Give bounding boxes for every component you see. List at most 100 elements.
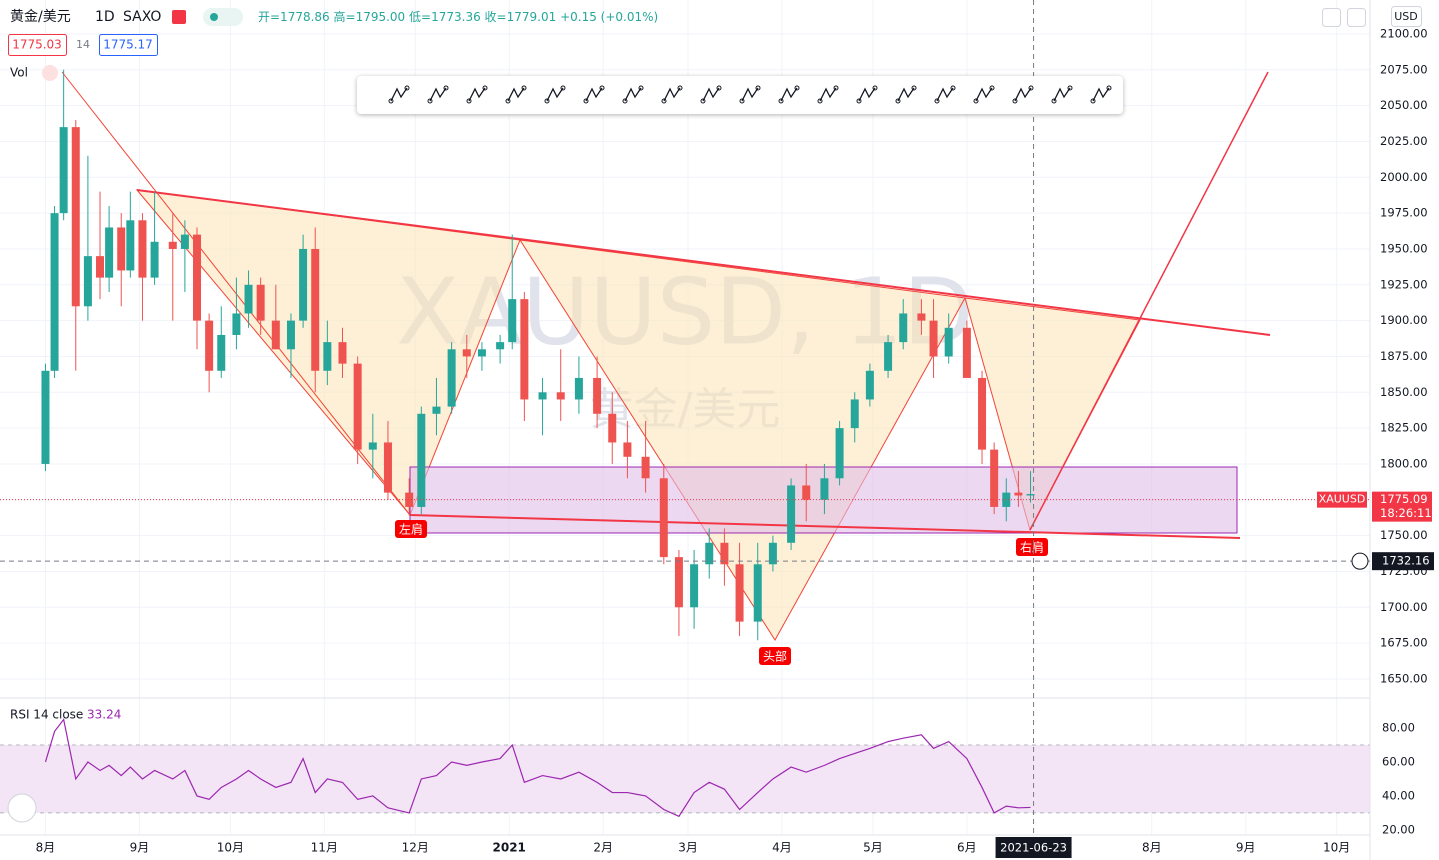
tool-icon bbox=[1012, 85, 1033, 104]
candle-body bbox=[496, 342, 505, 350]
tool-button[interactable] bbox=[613, 76, 652, 114]
label-bg bbox=[759, 647, 791, 665]
x-tick-label: 3月 bbox=[678, 841, 698, 855]
tool-button[interactable] bbox=[964, 76, 1003, 114]
tool-button[interactable] bbox=[691, 76, 730, 114]
rsi-value: 33.24 bbox=[87, 708, 121, 722]
lower-line bbox=[409, 514, 1241, 539]
tool-button[interactable] bbox=[730, 76, 769, 114]
candle-body bbox=[126, 220, 135, 271]
tool-button[interactable] bbox=[808, 76, 847, 114]
tool-icon bbox=[895, 85, 916, 104]
candle-body bbox=[574, 377, 583, 400]
tool-button[interactable] bbox=[574, 76, 613, 114]
y-tick-label: 1675.00 bbox=[1380, 636, 1428, 650]
x-tick-label: 10月 bbox=[1323, 841, 1350, 855]
candle-body bbox=[105, 227, 114, 278]
y-tick-label: 1875.00 bbox=[1380, 349, 1428, 363]
tool-icon bbox=[544, 85, 565, 104]
toolbar-grip[interactable] bbox=[357, 76, 379, 114]
candle-body bbox=[556, 392, 565, 400]
rsi-title: RSI 14 close bbox=[10, 708, 83, 722]
header: 黄金/美元 1D SAXO 开=1778.86 高=1795.00 低=1773… bbox=[8, 6, 1422, 81]
candle-body bbox=[59, 127, 68, 214]
candle-body bbox=[150, 241, 159, 278]
tool-button[interactable] bbox=[1042, 76, 1081, 114]
tool-button[interactable] bbox=[1081, 76, 1120, 114]
candle-body bbox=[205, 320, 214, 371]
neckline bbox=[136, 189, 1271, 336]
tool-button[interactable] bbox=[1003, 76, 1042, 114]
refresh-btn[interactable] bbox=[1347, 8, 1366, 27]
tool-icon bbox=[856, 85, 877, 104]
candle-body bbox=[850, 399, 859, 429]
candle-body bbox=[1002, 492, 1011, 507]
y-tick-label: 1650.00 bbox=[1380, 671, 1428, 685]
candle-body bbox=[338, 342, 347, 364]
x-tick-label: 5月 bbox=[863, 841, 883, 855]
status-pill bbox=[203, 8, 243, 26]
candle-body bbox=[271, 320, 280, 350]
candle-body bbox=[962, 327, 971, 378]
price-tag: 1775.09 bbox=[1380, 492, 1428, 506]
x-tick-label: 4月 bbox=[772, 841, 792, 855]
x-tick-label: 11月 bbox=[311, 841, 338, 855]
flag[interactable] bbox=[172, 10, 186, 24]
tool-button[interactable] bbox=[886, 76, 925, 114]
tool-icon bbox=[622, 85, 643, 104]
candle-body bbox=[990, 449, 999, 507]
label-bg bbox=[395, 520, 427, 538]
tool-icon bbox=[466, 85, 487, 104]
candle-body bbox=[659, 478, 668, 558]
candle-body bbox=[705, 542, 714, 565]
y-tick-label: 1850.00 bbox=[1380, 385, 1428, 399]
tool-button[interactable] bbox=[925, 76, 964, 114]
ohlc: 开=1778.86 高=1795.00 低=1773.36 收=1779.01 … bbox=[258, 9, 658, 24]
y-tick-label: 2075.00 bbox=[1380, 62, 1428, 76]
interval: 1D bbox=[95, 9, 115, 25]
add-button[interactable] bbox=[1351, 552, 1369, 570]
tool-button[interactable] bbox=[379, 76, 418, 114]
ohlc-low: 低=1773.36 bbox=[409, 10, 481, 24]
tool-icon bbox=[934, 85, 955, 104]
candle-body bbox=[865, 370, 874, 400]
tool-icon bbox=[1051, 85, 1072, 104]
tool-button[interactable] bbox=[769, 76, 808, 114]
ohlc-high: 高=1795.00 bbox=[334, 9, 406, 24]
tool-icon bbox=[583, 85, 604, 104]
alert-icon[interactable] bbox=[42, 65, 58, 81]
rsi-line bbox=[44, 718, 1031, 818]
symbol-tag: XAUUSD bbox=[1319, 493, 1366, 506]
tool-button[interactable] bbox=[847, 76, 886, 114]
tool-icon bbox=[739, 85, 760, 104]
bid-box bbox=[8, 34, 67, 56]
crosshair-date-bg bbox=[995, 837, 1072, 858]
price-tag-bg bbox=[1372, 491, 1432, 522]
candle-body bbox=[256, 284, 265, 321]
y-tick-label: 1700.00 bbox=[1380, 600, 1428, 614]
tool-button[interactable] bbox=[652, 76, 691, 114]
tool-button[interactable] bbox=[535, 76, 574, 114]
candle-body bbox=[50, 213, 59, 371]
tool-button[interactable] bbox=[418, 76, 457, 114]
candle-body bbox=[720, 542, 729, 565]
y-tick-label: 1750.00 bbox=[1380, 528, 1428, 542]
currency-box[interactable] bbox=[1391, 6, 1422, 27]
candle-body bbox=[41, 370, 50, 464]
tool-button[interactable] bbox=[496, 76, 535, 114]
tool-icon bbox=[778, 85, 799, 104]
candle-body bbox=[462, 349, 471, 357]
candle-body bbox=[417, 413, 426, 507]
rsi-icon[interactable] bbox=[7, 793, 37, 823]
tool-button[interactable] bbox=[457, 76, 496, 114]
candle-body bbox=[690, 564, 699, 608]
download-btn[interactable] bbox=[1322, 8, 1341, 27]
tool-icon bbox=[973, 85, 994, 104]
candle-body bbox=[286, 320, 295, 350]
ohlc-close: 收=1779.01 bbox=[485, 10, 557, 24]
candle-body bbox=[802, 485, 811, 500]
pattern-label: 左肩 bbox=[399, 522, 423, 537]
candle-body bbox=[835, 428, 844, 479]
y-tick-label: 2025.00 bbox=[1380, 134, 1428, 148]
